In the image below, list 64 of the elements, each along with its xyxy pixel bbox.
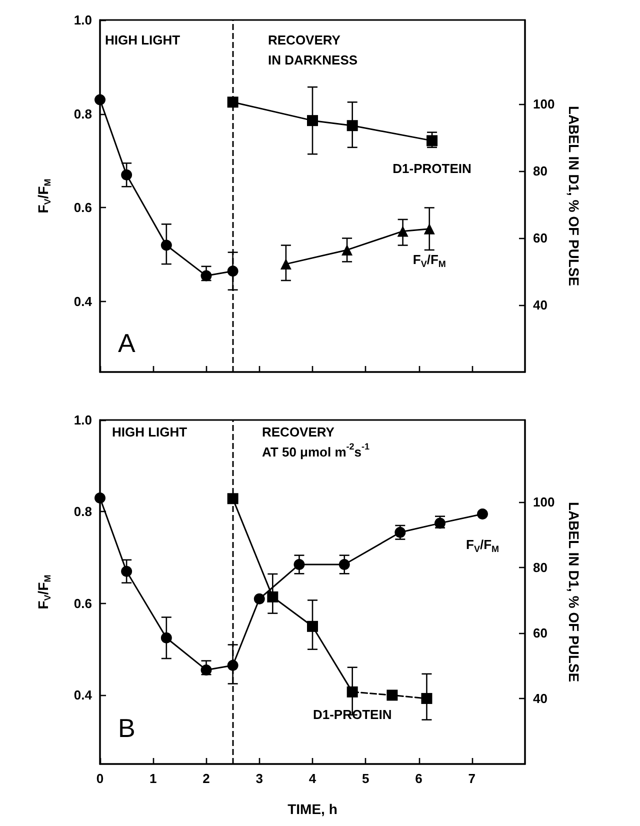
- annotation: B: [118, 713, 136, 743]
- y2-tick-label: 40: [533, 690, 548, 706]
- x-tick-label: 6: [415, 771, 422, 786]
- series-label: D1-PROTEIN: [312, 706, 392, 722]
- x-tick-label: 0: [96, 771, 104, 786]
- x-tick-label: 1: [150, 771, 157, 786]
- y-tick-label: 0.4: [74, 688, 93, 703]
- y-tick-label: 0.8: [74, 504, 92, 520]
- point: [421, 692, 432, 704]
- y2-tick-label: 80: [533, 560, 548, 575]
- x-tick-label: 2: [202, 771, 210, 786]
- point: [227, 96, 238, 108]
- point: [346, 686, 358, 698]
- annotation: HIGH LIGHT: [105, 32, 180, 48]
- point: [121, 169, 132, 180]
- point: [160, 240, 172, 251]
- point: [200, 270, 212, 282]
- y2-axis-title: LABEL IN D1, % OF PULSE: [566, 106, 582, 286]
- y-axis-title: FV/FM: [35, 574, 52, 610]
- x-tick-label: 4: [308, 771, 317, 786]
- y2-tick-label: 40: [533, 297, 548, 312]
- point: [346, 120, 358, 132]
- y-tick-label: 1.0: [74, 412, 92, 428]
- annotation: RECOVERY IN DARKNESS: [268, 32, 358, 68]
- y-axis-title: FV/FM: [35, 178, 52, 214]
- y2-tick-label: 60: [533, 625, 548, 640]
- annotation: A: [118, 328, 136, 358]
- y-tick-label: 0.8: [74, 106, 92, 122]
- point: [338, 558, 350, 570]
- point: [227, 493, 238, 504]
- series-label: D1-PROTEIN: [392, 161, 472, 176]
- y2-tick-label: 60: [533, 230, 548, 246]
- point: [227, 266, 238, 277]
- point: [307, 620, 318, 632]
- point: [397, 226, 408, 237]
- point: [121, 566, 132, 577]
- y-tick-label: 0.6: [74, 596, 92, 611]
- x-tick-label: 5: [362, 771, 370, 786]
- point: [426, 135, 438, 146]
- point: [477, 508, 488, 520]
- y2-axis-title: LABEL IN D1, % OF PULSE: [566, 502, 582, 682]
- point: [94, 94, 106, 106]
- point: [227, 660, 238, 671]
- y2-tick-label: 100: [533, 96, 555, 112]
- point: [254, 593, 265, 604]
- point: [200, 664, 212, 676]
- point: [267, 591, 278, 602]
- annotation: HIGH LIGHT: [112, 424, 188, 440]
- point: [280, 258, 292, 270]
- y2-tick-label: 80: [533, 163, 548, 178]
- y-tick-label: 1.0: [74, 12, 92, 28]
- point: [307, 115, 318, 126]
- point: [386, 690, 398, 701]
- y2-tick-label: 100: [533, 494, 555, 510]
- x-tick-label: 7: [468, 771, 476, 786]
- point: [294, 558, 305, 570]
- x-tick-label: 3: [256, 771, 263, 786]
- y-tick-label: 0.4: [74, 294, 93, 310]
- point: [94, 492, 106, 504]
- x-axis-title: TIME, h: [288, 801, 338, 817]
- point: [160, 632, 172, 644]
- point: [342, 244, 353, 256]
- y-tick-label: 0.6: [74, 200, 92, 216]
- point: [424, 223, 435, 234]
